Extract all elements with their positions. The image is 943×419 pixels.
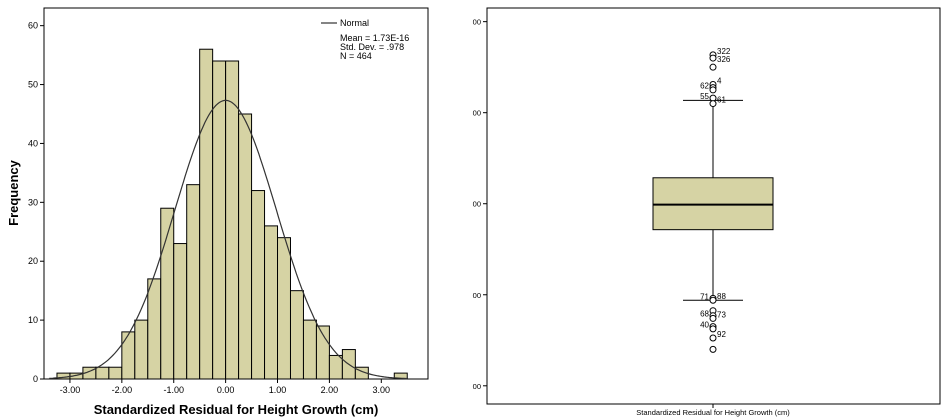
stat-n: N = 464 bbox=[340, 51, 372, 61]
outlier-point bbox=[709, 86, 717, 94]
stat-mean: Mean = 1.73E-16 bbox=[340, 33, 409, 43]
histogram-bar bbox=[251, 190, 266, 380]
outlier-label: 73 bbox=[717, 310, 726, 319]
outlier-label: 61 bbox=[717, 96, 726, 105]
histogram-bar bbox=[173, 243, 188, 380]
y-axis-label: Frequency bbox=[6, 159, 21, 226]
outlier-point bbox=[709, 54, 717, 62]
y-tick-label: -2.00 bbox=[472, 291, 481, 300]
outlier-label: 326 bbox=[717, 55, 731, 64]
outlier-label: 62 bbox=[700, 82, 709, 91]
histogram-bar bbox=[147, 278, 162, 380]
y-tick-label: 4.00 bbox=[472, 18, 481, 27]
x-tick-label: 2.00 bbox=[321, 385, 339, 395]
outlier-label: 55 bbox=[700, 92, 709, 101]
x-tick-label: 0.00 bbox=[217, 385, 235, 395]
histogram-bar bbox=[186, 184, 201, 380]
normal-curve bbox=[49, 99, 408, 380]
outlier-point bbox=[709, 314, 717, 322]
outlier-label: 4 bbox=[717, 76, 722, 85]
x-tick-label: -1.00 bbox=[163, 385, 184, 395]
histogram-bar bbox=[108, 366, 123, 380]
outlier-label: 68 bbox=[700, 310, 709, 319]
legend-label: Normal bbox=[340, 18, 369, 28]
histogram-bar bbox=[95, 366, 110, 380]
histogram-bar bbox=[328, 354, 343, 380]
x-axis-label: Standardized Residual for Height Growth … bbox=[636, 408, 790, 417]
histogram-bar bbox=[238, 113, 253, 380]
y-tick-label: 10 bbox=[28, 315, 38, 325]
histogram-bar bbox=[264, 225, 279, 380]
histogram-bar bbox=[199, 48, 214, 380]
y-tick-label: 2.00 bbox=[472, 109, 481, 118]
y-tick-label: .00 bbox=[472, 200, 481, 209]
outlier-label: 71 bbox=[700, 292, 709, 301]
y-tick-label: 20 bbox=[28, 256, 38, 266]
x-tick-label: -2.00 bbox=[112, 385, 133, 395]
outlier-label: 322 bbox=[717, 47, 731, 56]
x-tick-label: -3.00 bbox=[60, 385, 81, 395]
histogram-bar bbox=[212, 60, 227, 380]
y-tick-label: 30 bbox=[28, 197, 38, 207]
outlier-label: 40 bbox=[700, 321, 709, 330]
x-tick-label: 3.00 bbox=[373, 385, 391, 395]
y-tick-label: 60 bbox=[28, 21, 38, 31]
stat-std-dev: Std. Dev. = .978 bbox=[340, 42, 404, 52]
y-tick-label: 40 bbox=[28, 138, 38, 148]
legend: Normal Mean = 1.73E-16 Std. Dev. = .978 … bbox=[321, 18, 409, 61]
histogram-bar bbox=[121, 331, 136, 380]
histogram-bar bbox=[134, 319, 149, 380]
outlier-point bbox=[709, 325, 717, 333]
outlier-point bbox=[709, 296, 717, 304]
y-tick-label: 0 bbox=[33, 374, 38, 384]
outlier-label: 92 bbox=[717, 330, 726, 339]
histogram-bar bbox=[225, 60, 240, 380]
y-tick-label: -4.00 bbox=[472, 382, 481, 391]
x-axis-label: Standardized Residual for Height Growth … bbox=[94, 402, 379, 417]
histogram-bar bbox=[277, 237, 291, 380]
outlier-point bbox=[709, 334, 717, 342]
x-tick-label: 1.00 bbox=[269, 385, 287, 395]
y-tick-label: 50 bbox=[28, 80, 38, 90]
outlier-point bbox=[709, 345, 717, 353]
histogram-bar bbox=[289, 290, 304, 380]
histogram-bar bbox=[393, 372, 408, 380]
outlier-point bbox=[709, 63, 717, 71]
outlier-label: 88 bbox=[717, 292, 726, 301]
outlier-point bbox=[709, 100, 717, 108]
histogram-bar bbox=[302, 319, 317, 380]
histogram-chart: 0 10 20 30 40 50 60 -3.00 -2.00 -1.00 0.00 1.00 2.0… bbox=[6, 7, 429, 417]
